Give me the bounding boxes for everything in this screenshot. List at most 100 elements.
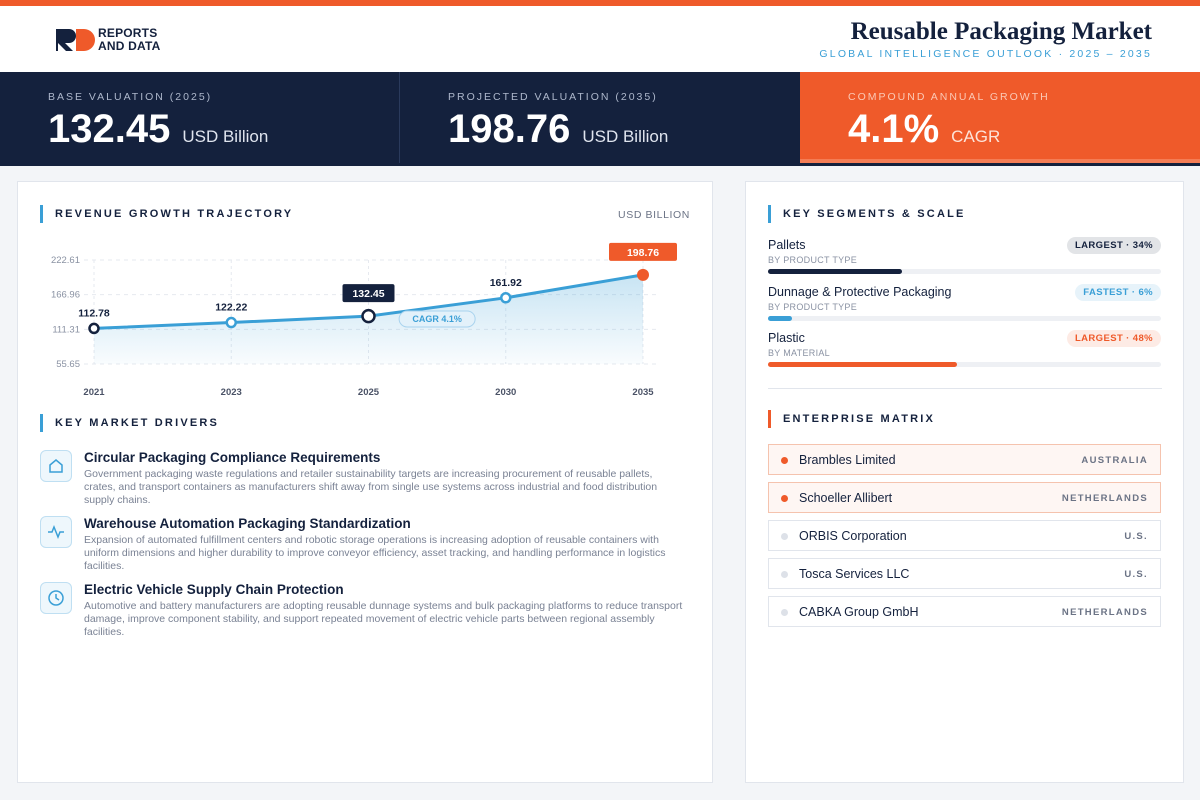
driver-title: Warehouse Automation Packaging Standardi… xyxy=(84,516,411,531)
kpi-card: COMPOUND ANNUAL GROWTH 4.1% CAGR xyxy=(800,72,1200,163)
enterprise-country: U.S. xyxy=(1124,531,1148,542)
driver-title: Electric Vehicle Supply Chain Protection xyxy=(84,582,344,597)
divider xyxy=(768,388,1162,389)
driver-icon xyxy=(40,516,72,548)
driver-text: Expansion of automated fulfillment cente… xyxy=(84,534,666,572)
kpi-unit: USD Billion xyxy=(182,127,269,146)
value-label: 198.76 xyxy=(627,247,659,259)
header: REPORTS AND DATA Reusable Packaging Mark… xyxy=(0,6,1200,72)
segment-track xyxy=(768,315,1161,321)
segment-name: Dunnage & Protective Packaging xyxy=(768,284,952,299)
kpi-value: 132.45 xyxy=(48,107,171,151)
kpi-unit: USD Billion xyxy=(582,127,669,146)
page-title: Reusable Packaging Market xyxy=(850,18,1152,45)
logo-text: AND DATA xyxy=(98,39,161,53)
point xyxy=(88,322,100,335)
driver-icon xyxy=(40,450,72,482)
segment-group: BY PRODUCT TYPE xyxy=(768,255,858,265)
kpi-value: 198.76 xyxy=(448,107,571,151)
enterprise-name: CABKA Group GmbH xyxy=(799,605,919,619)
kpi-label: COMPOUND ANNUAL GROWTH xyxy=(848,91,1050,103)
section-title: KEY SEGMENTS & SCALE xyxy=(768,205,966,223)
kpi-card: PROJECTED VALUATION (2035) 198.76 USD Bil… xyxy=(400,72,800,163)
y-tick-label: 55.65 xyxy=(56,359,80,370)
line-chart: 55.65 111.31 166.96 222.61 2021 2023 2025 2030 2… xyxy=(51,242,677,398)
kpi-value: 4.1% xyxy=(848,107,940,151)
x-tick-label: 2021 xyxy=(83,387,105,398)
label-box xyxy=(342,284,395,303)
segment-bar xyxy=(768,362,957,367)
icon xyxy=(48,590,64,606)
enterprise-row: Tosca Services LLC U.S. xyxy=(768,558,1161,589)
status-dot xyxy=(781,457,788,464)
x-tick-label: 2030 xyxy=(495,387,516,398)
enterprise-name: Tosca Services LLC xyxy=(799,567,910,581)
segment-name: Plastic xyxy=(768,331,805,345)
enterprise-country: U.S. xyxy=(1124,569,1148,580)
logo-mark xyxy=(56,29,95,51)
segment-badge: FASTEST · 6% xyxy=(1075,283,1161,301)
x-tick-label: 2023 xyxy=(221,387,242,398)
annotation-pill xyxy=(398,310,476,328)
segment-group: BY PRODUCT TYPE xyxy=(768,301,858,312)
segment-bar xyxy=(768,315,792,321)
driver: Warehouse Automation Packaging Standardi… xyxy=(84,516,684,573)
section-title: ENTERPRISE MATRIX xyxy=(768,410,935,428)
enterprise-name: ORBIS Corporation xyxy=(799,529,907,543)
enterprise-row: Brambles Limited AUSTRALIA xyxy=(768,444,1161,475)
segment-group: BY MATERIAL xyxy=(768,348,830,358)
kpi-unit: CAGR xyxy=(951,127,1001,146)
segment-track xyxy=(768,269,1161,274)
driver: Electric Vehicle Supply Chain Protection… xyxy=(84,582,684,639)
section-title: KEY MARKET DRIVERS xyxy=(40,414,219,432)
value-label: 112.78 xyxy=(78,307,110,319)
enterprise-country: AUSTRALIA xyxy=(1081,455,1148,466)
segment-bar xyxy=(768,269,902,274)
section-title: REVENUE GROWTH TRAJECTORY xyxy=(40,205,293,223)
enterprise-name: Brambles Limited xyxy=(799,453,896,467)
kpi-card: BASE VALUATION (2025) 132.45 USD Billion xyxy=(0,72,400,163)
icon xyxy=(48,524,64,540)
enterprise-row: Schoeller Allibert NETHERLANDS xyxy=(768,482,1161,513)
value-label: 132.45 xyxy=(352,288,384,300)
driver-text: Automotive and battery manufacturers are… xyxy=(84,600,683,638)
segment-name: Pallets xyxy=(768,238,806,252)
annotation: CAGR 4.1% xyxy=(412,314,462,324)
icon xyxy=(49,459,63,473)
left-panel: REVENUE GROWTH TRAJECTORY USD BILLION 55… xyxy=(17,181,713,783)
right-panel: KEY SEGMENTS & SCALE ENTERPRISE MATRIX P… xyxy=(745,181,1184,783)
y-tick-label: 111.31 xyxy=(52,324,80,335)
logo-text: REPORTS xyxy=(98,26,158,40)
driver-text: Government packaging waste regulations a… xyxy=(84,468,658,506)
kpi-label: BASE VALUATION (2025) xyxy=(48,91,213,103)
status-dot xyxy=(781,533,788,540)
page-subtitle: GLOBAL INTELLIGENCE OUTLOOK · 2025 – 203… xyxy=(819,48,1152,60)
x-tick-label: 2025 xyxy=(358,387,380,398)
enterprise-row: CABKA Group GmbH NETHERLANDS xyxy=(768,596,1161,627)
point xyxy=(637,268,649,281)
status-dot xyxy=(781,495,788,502)
accent-bar xyxy=(0,0,1200,6)
value-label: 161.92 xyxy=(490,277,522,289)
kpi-label: PROJECTED VALUATION (2035) xyxy=(448,91,658,103)
value-label: 122.22 xyxy=(215,302,247,314)
driver: Circular Packaging Compliance Requiremen… xyxy=(84,450,684,507)
y-tick-label: 222.61 xyxy=(51,255,80,266)
driver-title: Circular Packaging Compliance Requiremen… xyxy=(84,450,381,465)
unit-label: USD BILLION xyxy=(618,209,690,221)
enterprise-name: Schoeller Allibert xyxy=(799,491,893,505)
y-tick-label: 166.96 xyxy=(51,290,80,301)
point xyxy=(500,292,512,304)
point xyxy=(361,308,376,324)
segment-badge: LARGEST · 48% xyxy=(1066,330,1161,347)
status-dot xyxy=(781,609,788,616)
enterprise-country: NETHERLANDS xyxy=(1061,607,1148,618)
divider xyxy=(0,163,1200,166)
segment-badge: LARGEST · 34% xyxy=(1066,237,1161,254)
segment-track xyxy=(768,362,1161,367)
label-box xyxy=(609,242,677,261)
enterprise-row: ORBIS Corporation U.S. xyxy=(768,520,1161,551)
x-tick-label: 2035 xyxy=(632,387,654,398)
enterprise-country: NETHERLANDS xyxy=(1061,493,1148,504)
